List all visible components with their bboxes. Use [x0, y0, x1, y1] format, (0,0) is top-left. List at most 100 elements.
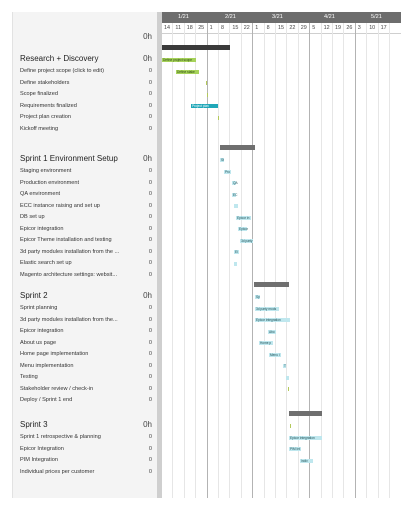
task-bar[interactable] [255, 295, 260, 299]
task-row[interactable]: QA environment 0 [13, 189, 158, 201]
section-row[interactable]: Sprint 1 Environment Setup 0h [13, 152, 158, 166]
task-row[interactable]: Stakeholder review / check-in 0 [13, 384, 158, 396]
task-bar[interactable] [162, 58, 196, 62]
task-row-hours: 0 [148, 271, 152, 278]
day-label: 26 [346, 25, 353, 31]
task-bar[interactable] [300, 458, 313, 463]
milestone-marker[interactable] [206, 81, 207, 85]
task-row-hours: 0 [148, 397, 152, 403]
task-bar[interactable] [289, 447, 301, 451]
grid-line [218, 23, 219, 498]
task-bar[interactable] [191, 104, 218, 108]
task-bar[interactable] [283, 364, 286, 368]
task-bar[interactable] [286, 375, 289, 380]
task-row[interactable]: Elastic search set up 0 [13, 258, 158, 270]
task-bar[interactable] [236, 215, 251, 220]
task-row[interactable]: Sprint 1 retrospective & planning 0 [13, 432, 158, 444]
task-row[interactable]: Menu implementation 0 [13, 361, 158, 373]
task-bar-label: Menu i [270, 352, 280, 357]
grid-line [229, 23, 231, 498]
task-row[interactable]: Sprint planning 0 [13, 303, 158, 315]
task-bar[interactable] [234, 204, 238, 208]
task-row[interactable]: About us page 0 [13, 338, 158, 350]
section-row[interactable]: Sprint 3 0h [13, 418, 158, 432]
task-row-label: ECC instance raising and set up [20, 202, 100, 209]
task-row[interactable]: Deploy / Sprint 1 end 0 [13, 395, 158, 407]
milestone-marker[interactable] [218, 115, 219, 120]
section-summary-bar[interactable] [162, 45, 230, 50]
task-row-hours: 0 [148, 168, 152, 174]
grid-line [252, 23, 254, 498]
day-label: 22 [289, 25, 296, 31]
task-bar-label: PIM Int [290, 447, 301, 451]
task-bar[interactable] [240, 238, 253, 243]
task-row[interactable]: ECC instance raising and set up 0 [13, 201, 158, 213]
task-bar[interactable] [289, 435, 322, 440]
task-row[interactable]: Define stakeholders 0 [13, 78, 158, 90]
task-row[interactable]: Project plan creation 0 [13, 112, 158, 124]
task-bar[interactable] [259, 341, 273, 345]
task-row[interactable]: Scope finalized 0 [13, 89, 158, 101]
milestone-marker[interactable] [207, 92, 208, 97]
task-row[interactable]: DB set up 0 [13, 212, 158, 224]
task-row[interactable]: Define project scope (click to edit) 0 [13, 66, 158, 78]
task-row-hours: 0 [148, 179, 152, 186]
task-row[interactable]: Production environment 0 [13, 178, 158, 190]
task-row[interactable]: Individual prices per customer 0 [13, 467, 158, 479]
task-row[interactable]: 3d party modules installation from the .… [13, 247, 158, 259]
day-label: 8 [266, 25, 270, 31]
day-label: 17 [380, 25, 387, 31]
task-bar[interactable] [269, 352, 281, 357]
section-summary-bar[interactable] [289, 411, 322, 416]
section-row[interactable]: Research + Discovery 0h [13, 52, 158, 66]
grid-line [377, 23, 379, 498]
task-row[interactable]: PIM Integration 0 [13, 455, 158, 467]
task-bar[interactable] [238, 227, 247, 231]
task-bar[interactable] [224, 169, 231, 174]
grid-line [389, 23, 390, 498]
day-header: 14 11 18 25 1 8 15 22 1 8 15 22 29 5 12 19 26 3 10 17 [162, 23, 401, 34]
section-summary-bar[interactable] [254, 282, 289, 287]
task-row-label: Stakeholder review / check-in [20, 385, 94, 392]
task-row-hours: 0 [148, 79, 152, 86]
task-bar[interactable] [255, 306, 279, 311]
task-bar-label: Epicor [239, 227, 249, 231]
grid-line [240, 23, 242, 498]
grid-line [172, 23, 174, 498]
task-row-hours: 0 [148, 328, 152, 334]
task-row[interactable]: Magento architecture settings: websit...… [13, 270, 158, 282]
task-row[interactable]: Requirements finalized 0 [13, 101, 158, 113]
task-bar[interactable] [232, 181, 236, 185]
section-row[interactable]: Sprint 2 0h [13, 289, 158, 303]
milestone-marker[interactable] [288, 387, 289, 391]
task-row[interactable]: Epicor integration 0 [13, 224, 158, 236]
task-bar[interactable] [232, 192, 236, 197]
task-row-hours: 0 [148, 468, 152, 475]
task-row[interactable]: Testing 0 [13, 372, 158, 384]
milestone-marker[interactable] [290, 424, 291, 428]
task-bar[interactable] [234, 250, 239, 254]
task-bar[interactable] [268, 329, 276, 334]
task-row[interactable]: Epicor Integration 0 [13, 444, 158, 456]
section-summary-bar[interactable] [220, 145, 255, 150]
task-row-hours: 0 [148, 385, 152, 392]
task-row[interactable]: Home page implementation 0 [13, 349, 158, 361]
task-row[interactable]: Epicor integration 0 [13, 326, 158, 338]
task-bar-label: Project plan [192, 104, 209, 108]
task-bar[interactable] [234, 261, 237, 266]
task-row-label: Requirements finalized [20, 102, 77, 109]
task-bar[interactable] [220, 158, 224, 162]
task-bar[interactable] [176, 69, 199, 74]
task-row[interactable]: Staging environment 0 [13, 166, 158, 178]
section-row-label: Sprint 3 [20, 420, 48, 429]
task-bar[interactable] [255, 318, 290, 322]
task-row[interactable]: Kickoff meeting 0 [13, 124, 158, 136]
project-total-row[interactable]: 0h [13, 31, 158, 43]
task-row-label: Elastic search set up [20, 260, 72, 266]
day-label: 11 [175, 25, 181, 31]
task-row[interactable]: Epicor Theme installation and testing 0 [13, 235, 158, 247]
task-row-hours: 0 [148, 305, 152, 311]
task-row[interactable]: 3d party modules installation from the..… [13, 315, 158, 327]
panel-resize-handle[interactable] [157, 12, 162, 498]
